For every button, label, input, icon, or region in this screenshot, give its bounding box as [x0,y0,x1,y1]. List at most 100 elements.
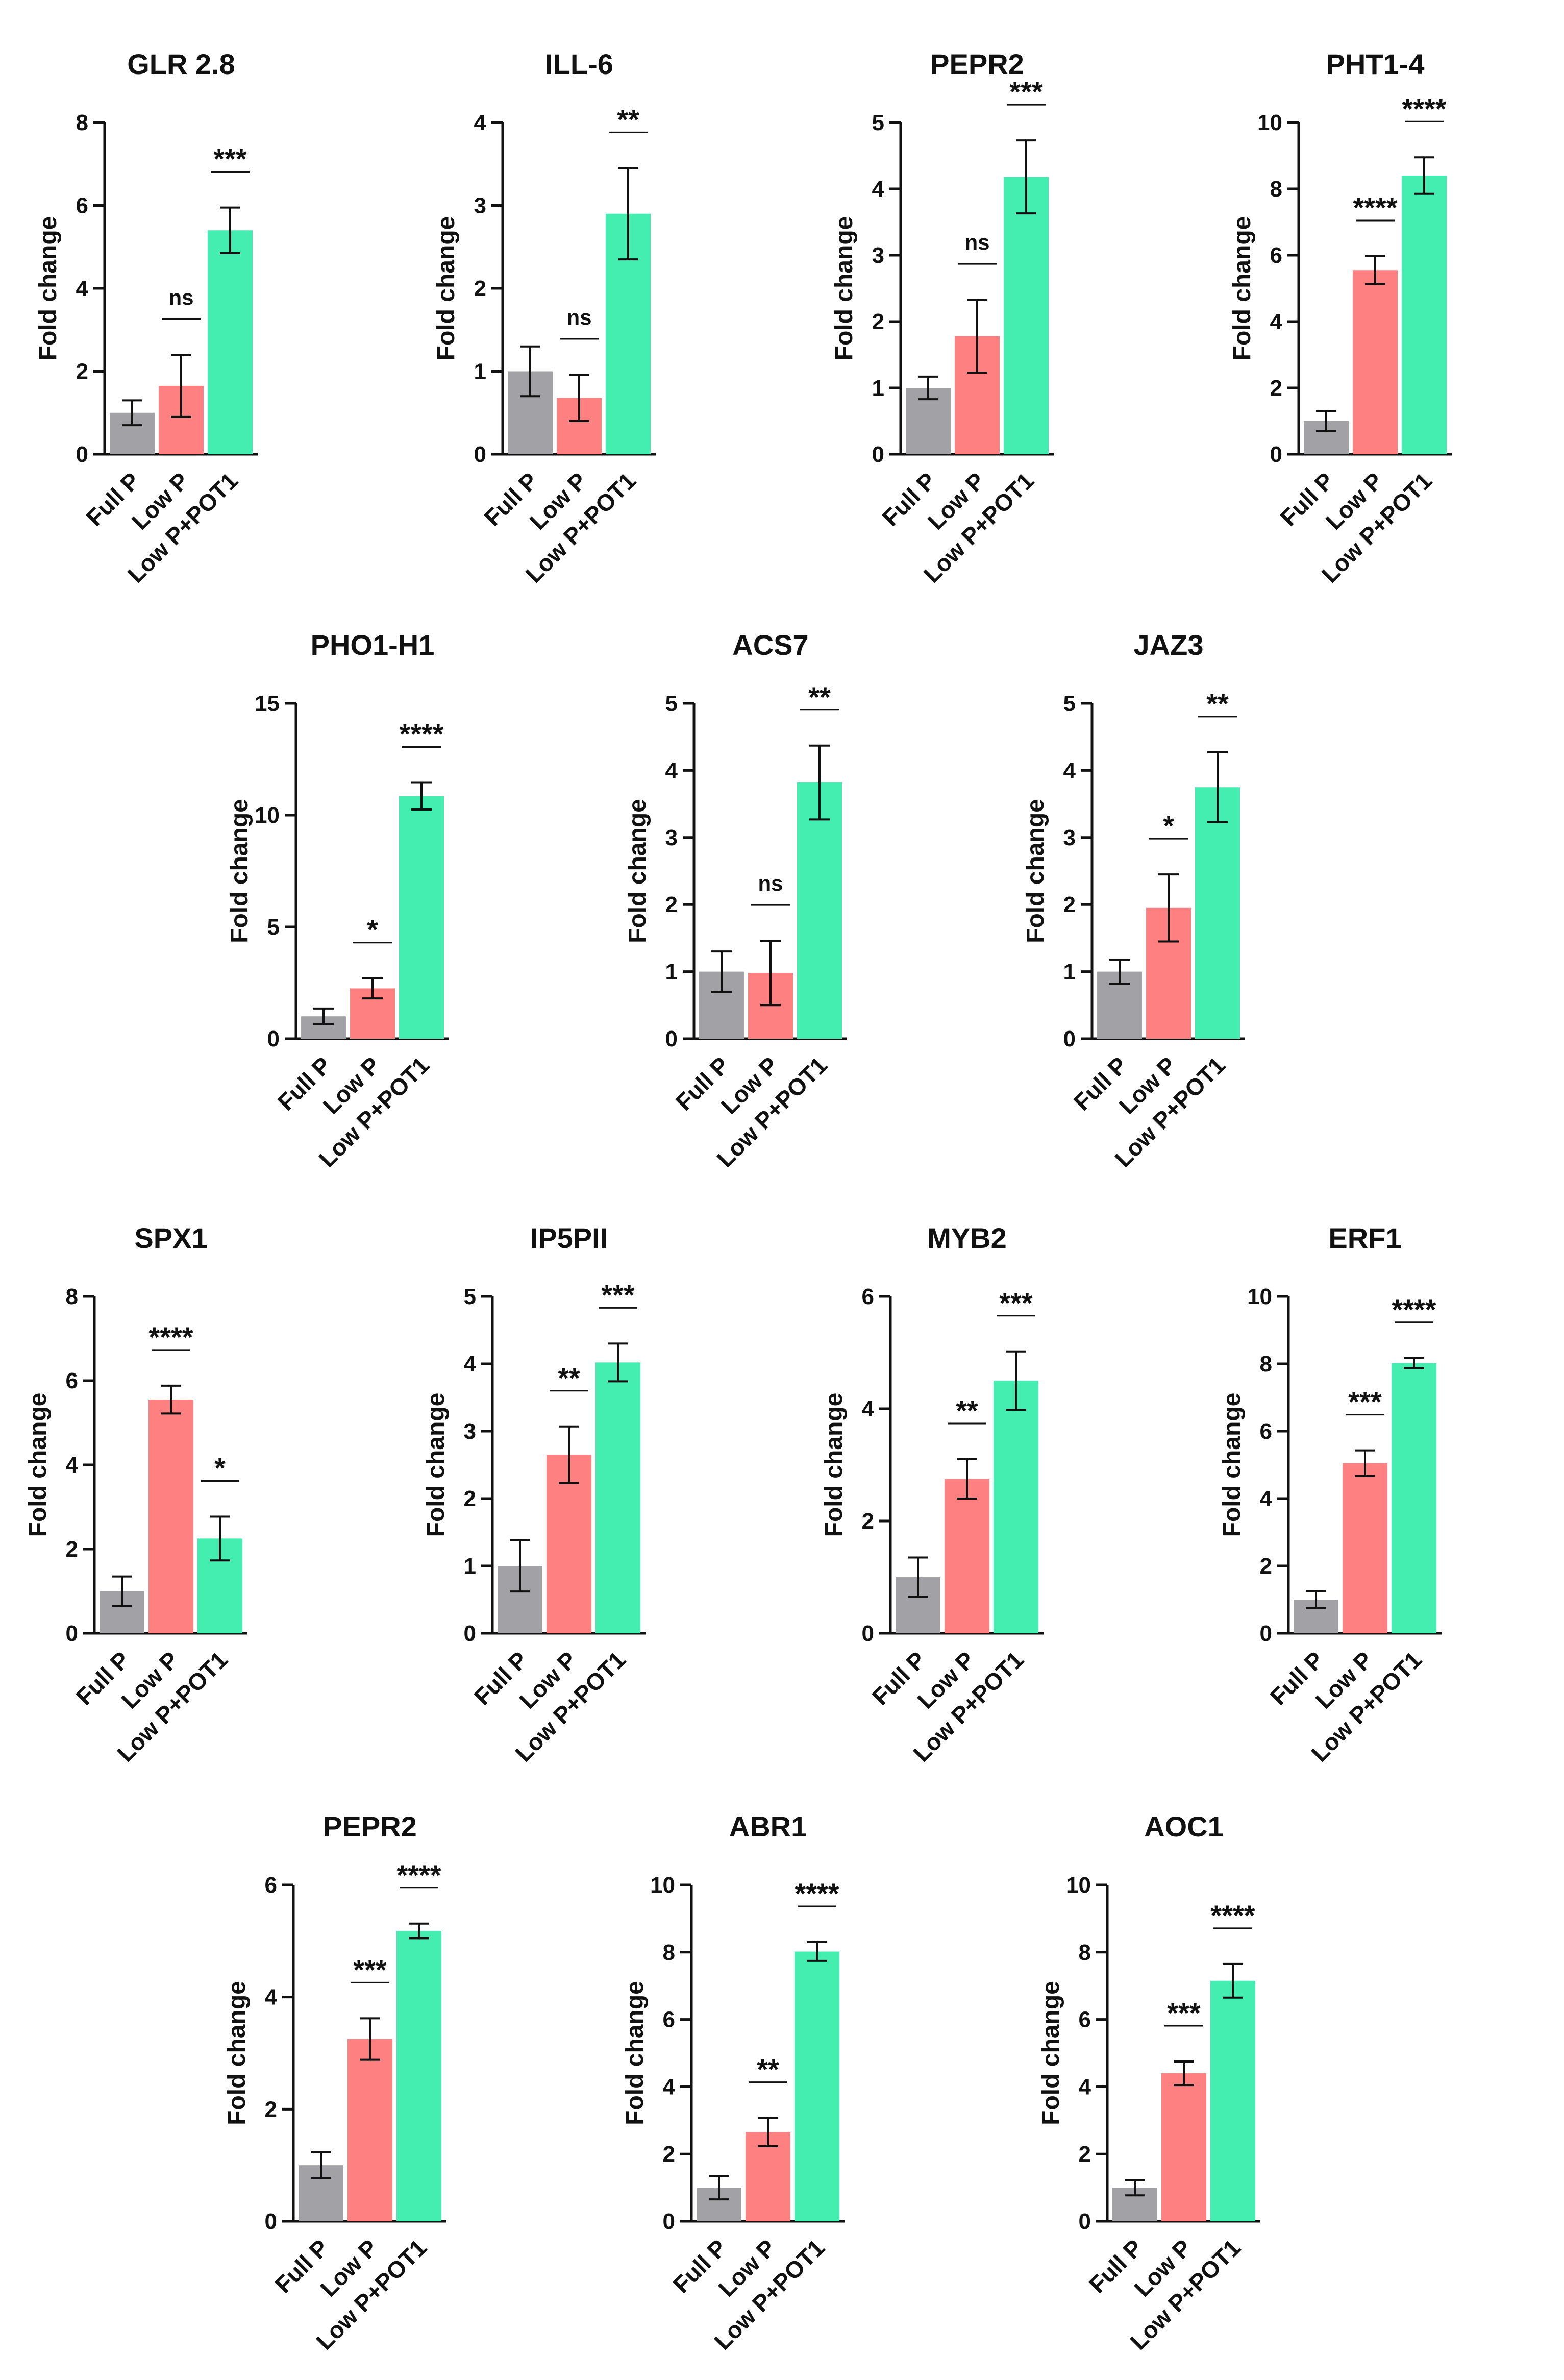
y-tick-label: 6 [1270,243,1282,268]
y-tick-label: 2 [665,892,678,917]
y-axis-label: Fold change [821,1393,848,1537]
bar [795,1951,839,2221]
bar [1195,787,1240,1039]
y-tick-label: 10 [1247,1284,1272,1309]
significance-label: **** [396,1859,441,1891]
y-tick-label: 4 [1260,1486,1273,1511]
y-axis-label: Fold change [24,1393,52,1537]
y-axis-label: Fold change [423,1393,450,1537]
significance-label: * [367,914,378,946]
bar [1161,2073,1206,2221]
y-tick-label: 2 [1270,376,1282,401]
y-axis-label: Fold change [622,1981,649,2125]
significance-label: *** [213,143,247,175]
significance-label: ** [956,1394,978,1427]
significance-label: ** [757,2053,779,2085]
y-axis-label: Fold change [433,216,460,361]
y-tick-label: 4 [872,177,885,202]
y-tick-label: 2 [76,359,88,384]
y-tick-label: 2 [862,1509,874,1534]
chart-title: PEPR2 [323,1810,417,1843]
chart-title: ABR1 [729,1810,807,1843]
y-tick-label: 0 [862,1621,874,1646]
y-tick-label: 4 [862,1396,875,1421]
y-tick-label: 3 [474,193,486,218]
y-axis-label: Fold change [624,799,651,943]
significance-label: *** [601,1279,635,1311]
y-tick-label: 0 [265,2209,277,2234]
significance-label: ns [168,285,193,309]
y-tick-label: 0 [872,442,884,467]
y-tick-label: 4 [464,1352,477,1377]
y-tick-label: 1 [464,1554,476,1579]
y-axis-label: Fold change [35,216,62,361]
y-tick-label: 1 [665,960,678,985]
y-tick-label: 6 [76,193,88,218]
bar [945,1479,989,1633]
y-axis-label: Fold change [224,1981,251,2125]
y-tick-label: 2 [474,276,486,301]
bar [595,1362,640,1633]
y-tick-label: 8 [1079,1940,1091,1965]
bar [797,782,842,1039]
y-axis-label: Fold change [1219,1393,1246,1537]
y-tick-label: 4 [474,110,487,135]
y-tick-label: 4 [663,2074,676,2099]
y-tick-label: 4 [1063,758,1076,783]
chart-title: JAZ3 [1134,629,1204,661]
y-tick-label: 5 [464,1284,476,1309]
bar [1402,176,1447,454]
bar [208,230,253,454]
significance-label: *** [353,1953,387,1985]
y-tick-label: 8 [663,1940,675,1965]
y-tick-label: 6 [663,2007,675,2032]
y-tick-label: 0 [66,1621,78,1646]
significance-label: ** [808,681,831,713]
significance-label: *** [1167,1997,1201,2029]
y-tick-label: 8 [66,1284,78,1309]
significance-label: * [1163,809,1174,842]
significance-label: **** [1353,191,1397,224]
y-axis-label: Fold change [1022,799,1049,943]
chart-title: ACS7 [732,629,808,661]
y-tick-label: 4 [1079,2074,1091,2099]
y-tick-label: 0 [1063,1026,1076,1051]
y-tick-label: 8 [1260,1352,1272,1377]
y-tick-label: 6 [1079,2007,1091,2032]
bar [347,2039,392,2221]
bar [399,796,444,1039]
y-axis-label: Fold change [831,216,858,361]
y-tick-label: 15 [255,691,280,716]
significance-label: * [214,1452,226,1484]
chart-title: AOC1 [1144,1810,1224,1843]
y-tick-label: 2 [1260,1554,1272,1579]
y-tick-label: 0 [1079,2209,1091,2234]
y-tick-label: 1 [474,359,486,384]
y-tick-label: 2 [663,2142,675,2167]
y-tick-label: 4 [76,276,89,301]
y-tick-label: 6 [66,1368,78,1393]
chart-title: PEPR2 [930,48,1024,80]
y-tick-label: 0 [464,1621,476,1646]
y-tick-label: 5 [1063,691,1076,716]
chart-title: PHT1-4 [1326,48,1425,80]
y-tick-label: 0 [474,442,486,467]
y-tick-label: 0 [76,442,88,467]
y-tick-label: 8 [76,110,88,135]
significance-label: *** [1348,1386,1382,1418]
bar [1004,177,1049,455]
bar [547,1455,591,1633]
chart-title: ERF1 [1328,1222,1401,1254]
bar [396,1931,441,2221]
y-tick-label: 10 [1257,110,1282,135]
y-tick-label: 0 [663,2209,675,2234]
y-tick-label: 2 [464,1486,476,1511]
bar [1343,1463,1387,1633]
